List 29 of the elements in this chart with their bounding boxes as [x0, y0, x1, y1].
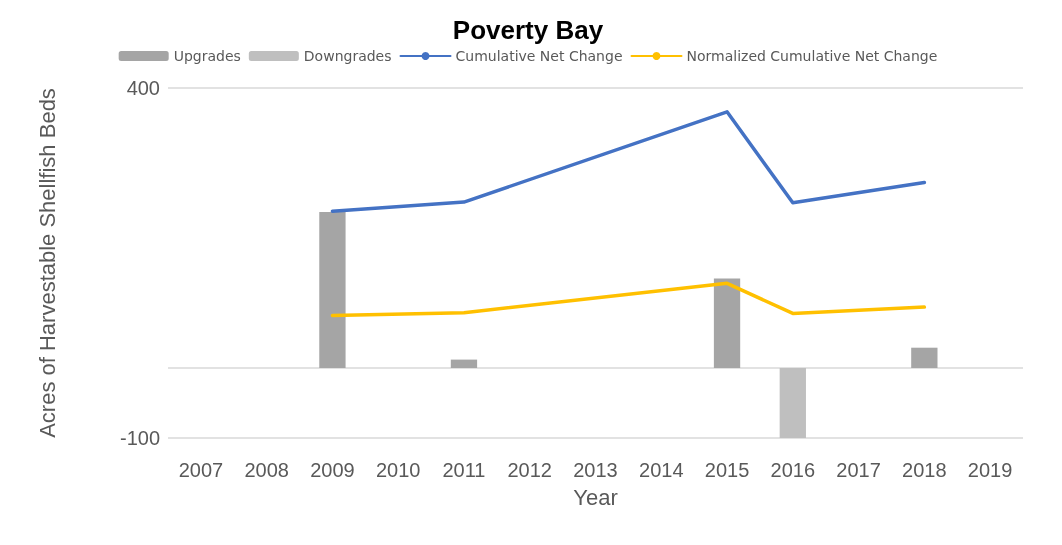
bar	[713, 278, 741, 368]
bar	[319, 211, 346, 368]
x-axis-title: Year	[573, 484, 618, 510]
x-tick-label: 2014	[639, 459, 684, 481]
bar	[779, 368, 806, 438]
y-axis-title: Acres of Harvestable Shellfish Beds	[34, 88, 60, 438]
legend-label: Normalized Cumulative Net Change	[686, 48, 938, 64]
x-tick-label: 2015	[704, 459, 750, 481]
x-tick-label: 2012	[507, 459, 552, 481]
x-tick-label: 2019	[967, 459, 1013, 481]
y-tick-label: -100	[119, 427, 160, 449]
legend-label: Upgrades	[173, 48, 241, 64]
line-series	[330, 281, 927, 318]
chart-title: Poverty Bay	[452, 15, 604, 45]
x-tick-label: 2013	[573, 459, 618, 481]
x-tick-label: 2016	[770, 459, 816, 481]
y-tick-label: 400	[126, 77, 160, 99]
x-tick-label: 2009	[310, 459, 355, 481]
bar	[911, 347, 938, 368]
x-tick-label: 2007	[178, 459, 224, 481]
bar	[450, 359, 478, 368]
line-series	[330, 110, 927, 213]
x-tick-label: 2010	[375, 459, 421, 481]
legend-label: Cumulative Net Change	[455, 48, 623, 64]
x-tick-label: 2008	[244, 459, 289, 481]
x-tick-label: 2017	[836, 459, 881, 481]
x-tick-label: 2018	[902, 459, 947, 481]
x-tick-label: 2011	[442, 459, 486, 481]
legend-label: Downgrades	[303, 48, 392, 64]
